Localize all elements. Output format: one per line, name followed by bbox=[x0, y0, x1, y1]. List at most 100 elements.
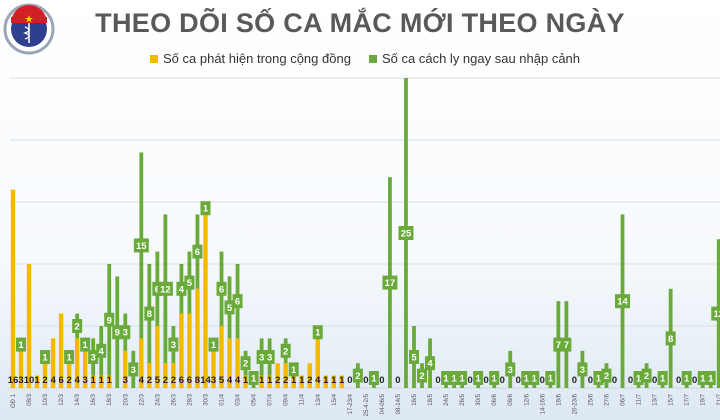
data-label-box-quarantine bbox=[96, 343, 107, 358]
bar-community bbox=[99, 375, 104, 388]
data-label-box-quarantine bbox=[441, 371, 452, 385]
data-label-box-quarantine bbox=[128, 362, 139, 377]
legend-swatch-quarantine bbox=[369, 54, 377, 63]
data-label-quarantine: 1 bbox=[532, 374, 538, 385]
data-label-community: 2 bbox=[163, 375, 168, 386]
x-tick-label: 05/4 bbox=[252, 393, 258, 405]
x-tick-label: 24/3 bbox=[155, 393, 161, 405]
x-tick-label: 14/3 bbox=[75, 393, 81, 405]
data-label-box-quarantine bbox=[144, 306, 155, 321]
data-label-box-quarantine bbox=[473, 371, 484, 385]
data-label-community: 0 bbox=[612, 375, 617, 386]
data-label-community: 6 bbox=[179, 375, 184, 386]
x-tick-label: 12/3 bbox=[59, 393, 65, 405]
data-label-quarantine: 1 bbox=[524, 374, 530, 385]
x-tick-label: 04-06/5 bbox=[380, 393, 386, 414]
data-label-community: 1 bbox=[291, 375, 297, 386]
data-label-box-quarantine bbox=[176, 281, 187, 296]
data-label-community: 2 bbox=[283, 375, 288, 386]
data-label-quarantine: 7 bbox=[556, 340, 561, 351]
data-label-quarantine: 4 bbox=[427, 359, 433, 370]
data-label-box-quarantine bbox=[200, 201, 211, 216]
x-tick-label: 30/3 bbox=[203, 393, 209, 405]
data-label-community: 0 bbox=[572, 375, 577, 386]
legend-label-community: Số ca phát hiện trong cộng đồng bbox=[163, 51, 351, 66]
x-tick-label: 08/6 bbox=[508, 393, 514, 405]
bar-community bbox=[187, 313, 192, 388]
data-label-community: 0 bbox=[467, 375, 472, 386]
data-label-community: 14 bbox=[200, 375, 211, 386]
data-label-quarantine: 25 bbox=[401, 229, 412, 240]
data-label-community: 4 bbox=[139, 375, 145, 386]
data-label-box-quarantine bbox=[192, 244, 203, 259]
data-label-community: 3 bbox=[83, 375, 88, 386]
data-label-box-quarantine bbox=[711, 306, 720, 321]
data-label-quarantine: 1 bbox=[371, 374, 377, 385]
x-tick-label: 01/4 bbox=[220, 393, 226, 405]
bar-community bbox=[163, 363, 168, 388]
bar-community bbox=[299, 375, 304, 388]
data-label-box-quarantine bbox=[505, 362, 516, 377]
data-label-quarantine: 2 bbox=[75, 322, 80, 333]
data-label-quarantine: 3 bbox=[580, 365, 585, 376]
bar-community bbox=[267, 375, 272, 388]
data-label-quarantine: 5 bbox=[187, 278, 193, 289]
x-tick-label: 18/5 bbox=[428, 393, 434, 405]
data-label-box-quarantine bbox=[457, 371, 468, 385]
data-label-community: 1 bbox=[331, 375, 337, 386]
data-label-community: 0 bbox=[540, 375, 545, 386]
data-label-community: 1 bbox=[299, 375, 305, 386]
data-label-quarantine: 1 bbox=[700, 374, 706, 385]
x-tick-label: 03/4 bbox=[236, 393, 242, 405]
data-label-box-quarantine bbox=[312, 325, 323, 340]
data-label-community: 1 bbox=[99, 375, 105, 386]
x-tick-label: 09/4 bbox=[284, 393, 290, 405]
data-label-community: 4 bbox=[227, 375, 233, 386]
data-label-community: 0 bbox=[347, 375, 352, 386]
legend-item-quarantine: Số ca cách ly ngay sau nhập cảnh bbox=[369, 51, 580, 66]
bar-community bbox=[10, 189, 16, 388]
bar-community bbox=[195, 288, 200, 388]
data-label-quarantine: 1 bbox=[660, 374, 666, 385]
data-label-quarantine: 1 bbox=[42, 353, 48, 364]
x-tick-label: 06/7 bbox=[621, 393, 627, 405]
data-label-community: 16 bbox=[8, 375, 19, 386]
data-label-quarantine: 4 bbox=[179, 284, 185, 295]
bar-community bbox=[123, 350, 128, 388]
x-tick-label: 28/3 bbox=[187, 393, 193, 405]
data-label-community: 0 bbox=[435, 375, 440, 386]
bar-community bbox=[34, 375, 40, 388]
x-tick-label: 30/5 bbox=[476, 393, 482, 405]
data-label-community: 1 bbox=[339, 375, 345, 386]
data-label-community: 4 bbox=[50, 375, 56, 386]
data-label-quarantine: 3 bbox=[123, 328, 128, 339]
data-label-quarantine: 8 bbox=[668, 334, 673, 345]
data-label-community: 6 bbox=[187, 375, 192, 386]
data-label-box-quarantine bbox=[16, 337, 27, 352]
x-tick-label: 17-23/4 bbox=[348, 393, 354, 414]
bar-community bbox=[291, 375, 296, 388]
x-tick-label: 25/6 bbox=[588, 393, 594, 405]
x-tick-label: 18/3 bbox=[107, 393, 113, 405]
data-label-community: 1 bbox=[107, 375, 113, 386]
data-label-quarantine: 1 bbox=[18, 340, 24, 351]
data-label-quarantine: 12 bbox=[713, 309, 720, 320]
x-tick-label: 06/6 bbox=[492, 393, 498, 405]
bar-community bbox=[58, 313, 64, 388]
data-label-box-quarantine bbox=[615, 294, 631, 309]
data-label-box-quarantine bbox=[398, 226, 414, 240]
data-label-box-quarantine bbox=[64, 350, 75, 364]
data-label-community: 0 bbox=[676, 375, 681, 386]
data-label-quarantine: 12 bbox=[160, 284, 171, 295]
data-label-quarantine: 5 bbox=[411, 353, 417, 364]
bar-community bbox=[91, 375, 96, 388]
data-label-box-quarantine bbox=[72, 319, 83, 333]
data-label-community: 2 bbox=[171, 375, 176, 386]
data-label-community: 1 bbox=[323, 375, 329, 386]
data-label-box-quarantine bbox=[168, 337, 179, 352]
data-label-community: 5 bbox=[219, 375, 225, 386]
data-label-community: 1 bbox=[267, 375, 273, 386]
data-label-community: 0 bbox=[395, 375, 400, 386]
data-label-community: 4 bbox=[235, 375, 241, 386]
data-label-community: 0 bbox=[588, 375, 593, 386]
